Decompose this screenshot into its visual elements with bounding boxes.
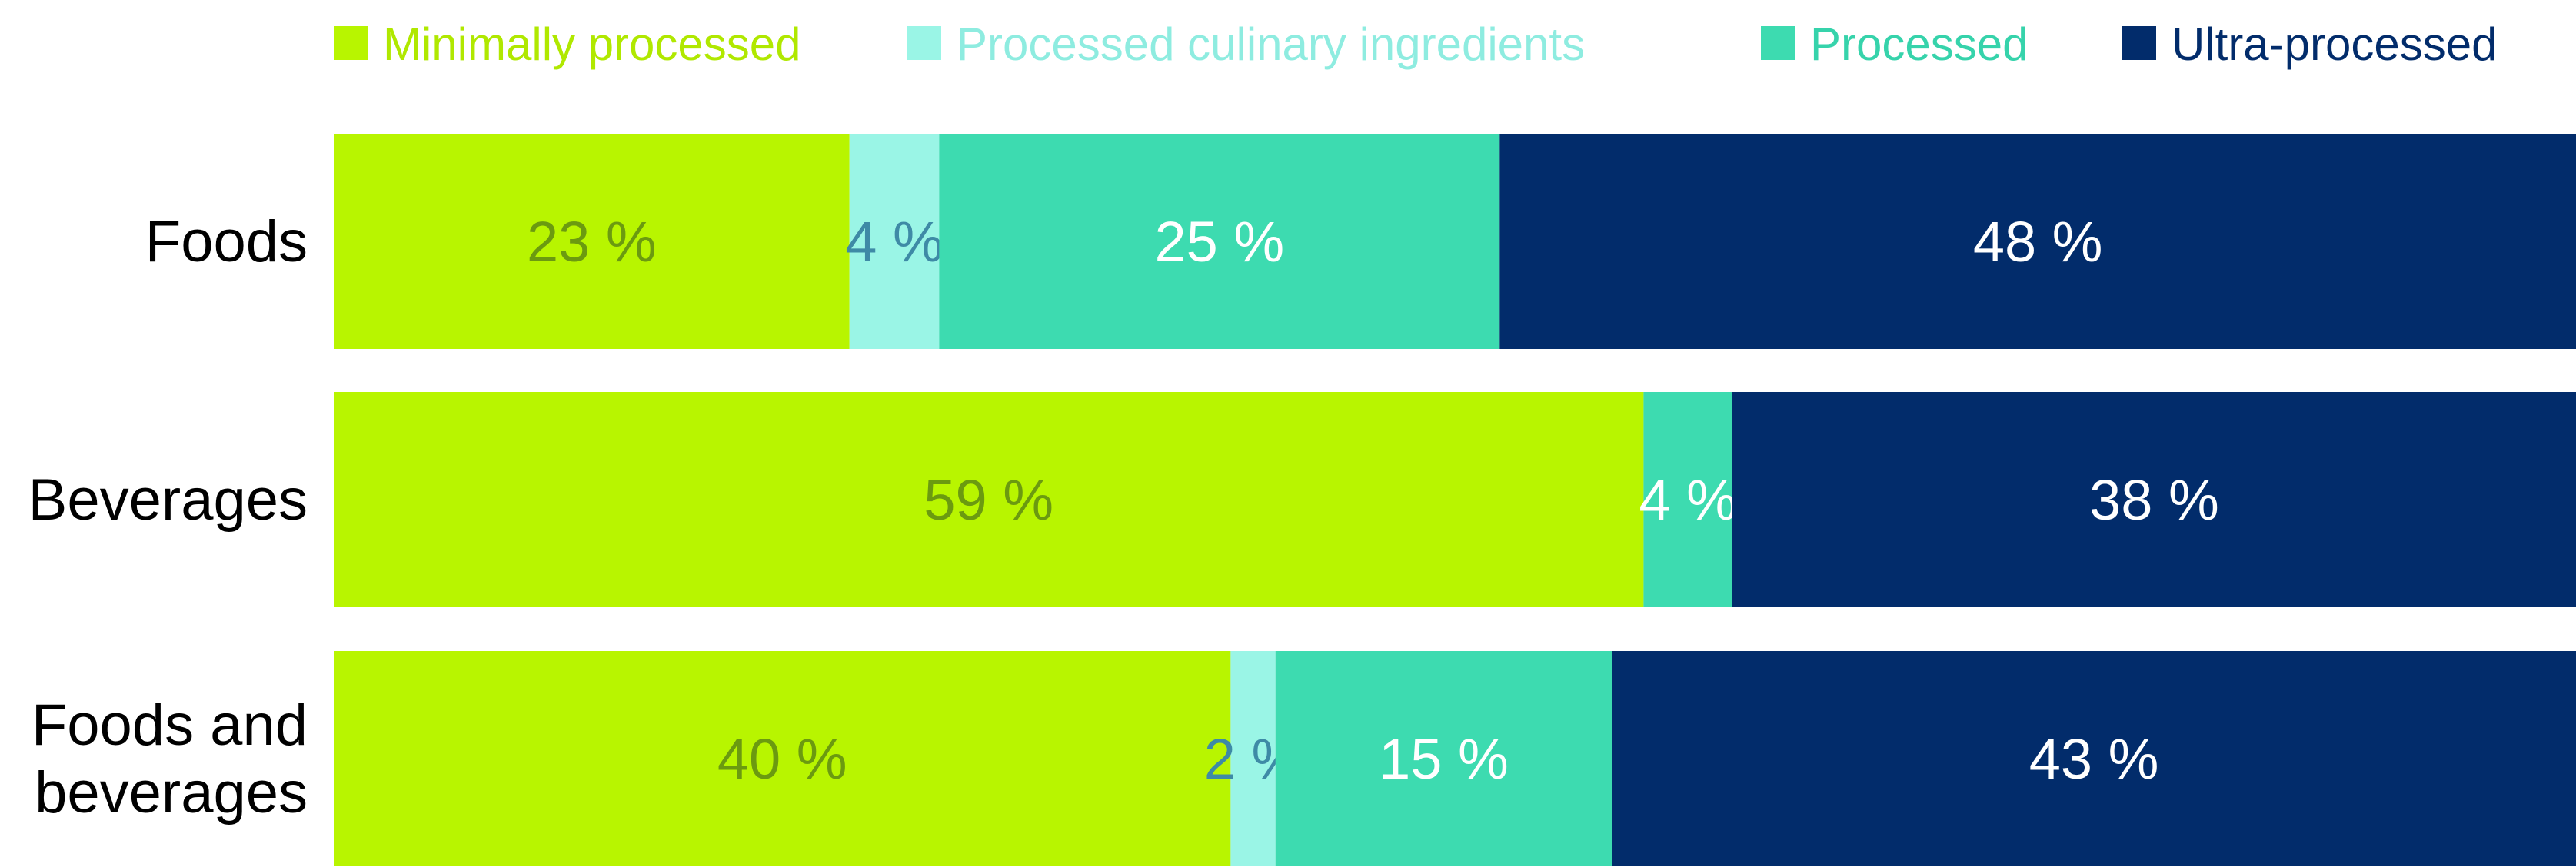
bar-beverages-processed	[1643, 392, 1732, 607]
bar-foods-processed	[939, 134, 1500, 349]
data-label-beverages-minimally-processed: 59 %	[924, 468, 1053, 532]
data-label-foods-and-beverages-processed: 15 %	[1379, 727, 1509, 791]
legend-swatch-minimally-processed	[334, 26, 368, 60]
category-label-foods-and-beverages: Foods and beverages	[32, 693, 308, 825]
bar-foods-ultra-processed	[1499, 134, 2576, 349]
legend-label-minimally-processed: Minimally processed	[383, 18, 801, 70]
legend-label-processed: Processed	[1810, 18, 2028, 70]
legend-label-ultra-processed: Ultra-processed	[2172, 18, 2498, 70]
data-label-foods-ultra-processed: 48 %	[1973, 210, 2103, 274]
legend-swatch-processed-culinary-ingredients	[907, 26, 941, 60]
bar-foods-and-beverages-ultra-processed	[1612, 651, 2576, 866]
data-label-foods-processed: 25 %	[1154, 210, 1284, 274]
bars: 23 % 4 % 25 % 48 %59 % 4 % 38 %40 % 2 % 15 % 43 …	[334, 134, 2576, 866]
legend-swatch-processed	[1761, 26, 1795, 60]
data-label-foods-processed-culinary-ingredients: 4 %	[845, 210, 944, 274]
legend-swatch-ultra-processed	[2122, 26, 2156, 60]
legend: Minimally processed Processed culinary in…	[334, 18, 2498, 70]
category-labels: Foods Beverages Foods and beverages	[28, 209, 308, 825]
bar-beverages-minimally-processed	[334, 392, 1644, 607]
data-label-foods-and-beverages-ultra-processed: 43 %	[2029, 727, 2159, 791]
bar-foods-processed-culinary-ingredients	[849, 134, 940, 349]
category-label-foods: Foods	[145, 209, 308, 274]
data-label-beverages-ultra-processed: 38 %	[2089, 468, 2219, 532]
bar-foods-and-beverages-minimally-processed	[334, 651, 1231, 866]
bar-beverages-ultra-processed	[1732, 392, 2576, 607]
data-label-foods-and-beverages-minimally-processed: 40 %	[717, 727, 847, 791]
bar-foods-and-beverages-processed-culinary-ingredients	[1230, 651, 1276, 866]
legend-label-processed-culinary-ingredients: Processed culinary ingredients	[957, 18, 1585, 70]
data-label-beverages-processed: 4 %	[1639, 468, 1737, 532]
data-label-foods-minimally-processed: 23 %	[527, 210, 657, 274]
bar-foods-and-beverages-processed	[1275, 651, 1612, 866]
bar-foods-minimally-processed	[334, 134, 850, 349]
category-label-beverages: Beverages	[28, 467, 308, 533]
